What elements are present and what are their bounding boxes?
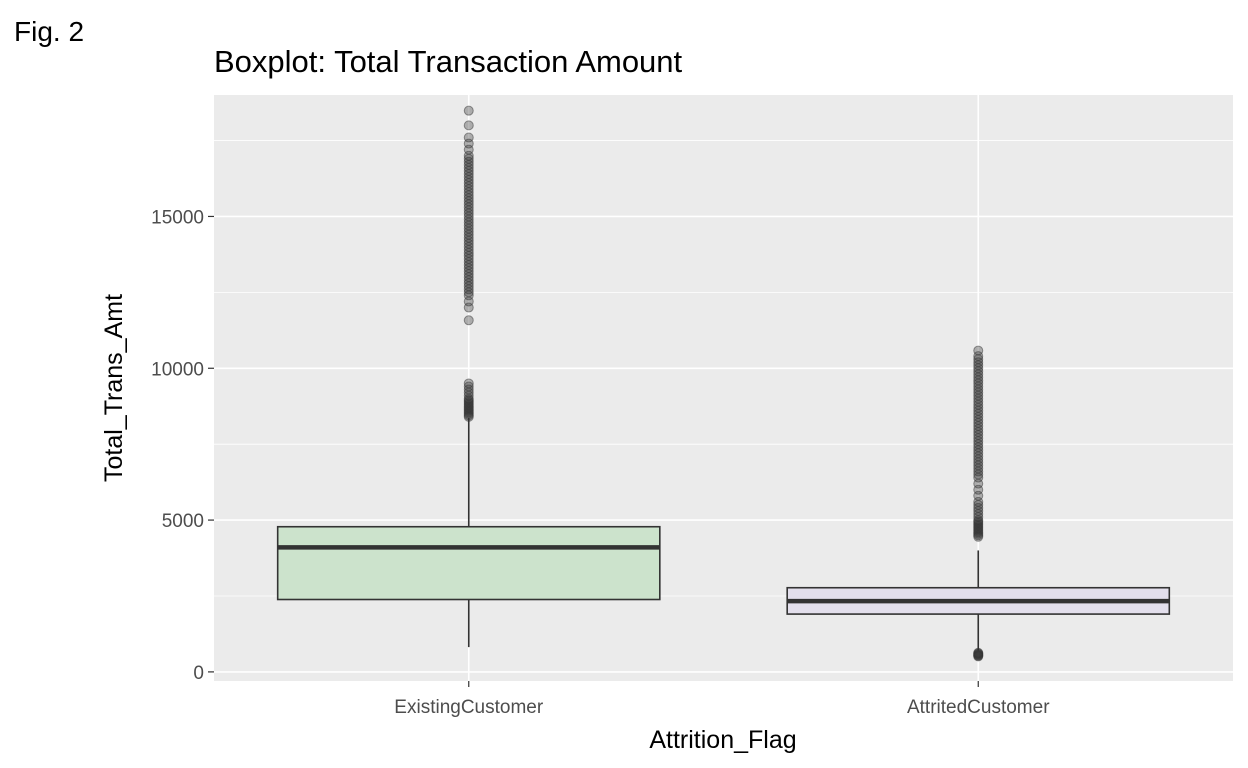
box-AttritedCustomer [786,345,1171,662]
y-tick-label: 15000 [151,207,204,228]
figure-label: Fig. 2 [14,16,85,47]
iqr-box [276,525,661,601]
box-ExistingCustomer [276,105,661,648]
outlier-point [973,647,984,658]
x-axis: ExistingCustomer AttritedCustomer [394,681,1050,718]
x-tick-label: ExistingCustomer [394,697,544,718]
outlier-point [973,345,984,356]
outlier-point [463,381,474,392]
y-tick-label: 5000 [162,511,204,532]
outlier-point [463,120,474,131]
outlier-point [463,132,474,143]
outlier-point [463,378,474,389]
y-tick-label: 0 [193,663,204,684]
outlier-point [463,105,474,116]
outlier-point [463,315,474,326]
outlier-point [973,351,984,362]
chart-title: Boxplot: Total Transaction Amount [214,44,683,79]
y-axis: 0 5000 10000 15000 [151,207,214,684]
x-axis-title: Attrition_Flag [649,726,796,754]
y-axis-title: Total_Trans_Amt [100,294,128,482]
boxes [276,105,1171,662]
x-tick-label: AttritedCustomer [907,697,1050,718]
y-tick-label: 10000 [151,359,204,380]
